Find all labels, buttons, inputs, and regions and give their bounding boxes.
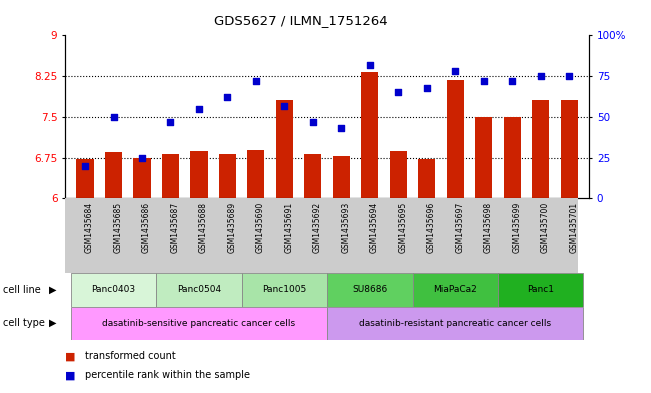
- Text: cell type: cell type: [3, 318, 45, 328]
- Point: [564, 73, 574, 79]
- Point: [478, 78, 489, 84]
- Text: GSM1435697: GSM1435697: [455, 202, 464, 253]
- Text: cell line: cell line: [3, 285, 41, 295]
- Bar: [498, 273, 583, 307]
- Text: GSM1435701: GSM1435701: [569, 202, 578, 253]
- Point: [536, 73, 546, 79]
- Text: GSM1435684: GSM1435684: [85, 202, 94, 253]
- Text: ▶: ▶: [49, 285, 57, 295]
- Point: [365, 62, 375, 68]
- Text: dasatinib-sensitive pancreatic cancer cells: dasatinib-sensitive pancreatic cancer ce…: [102, 319, 296, 328]
- Text: GSM1435689: GSM1435689: [227, 202, 236, 253]
- Text: GSM1435693: GSM1435693: [341, 202, 350, 253]
- Text: Panc0403: Panc0403: [91, 285, 135, 294]
- Bar: [447, 80, 464, 198]
- Bar: [191, 151, 208, 198]
- Point: [507, 78, 518, 84]
- Bar: [71, 273, 156, 307]
- Text: GSM1435691: GSM1435691: [284, 202, 294, 253]
- Text: GSM1435699: GSM1435699: [512, 202, 521, 253]
- Bar: [77, 159, 94, 198]
- Point: [80, 163, 90, 169]
- Text: MiaPaCa2: MiaPaCa2: [434, 285, 477, 294]
- Bar: [418, 159, 436, 198]
- Bar: [219, 154, 236, 198]
- Text: dasatinib-resistant pancreatic cancer cells: dasatinib-resistant pancreatic cancer ce…: [359, 319, 551, 328]
- Text: GSM1435687: GSM1435687: [171, 202, 180, 253]
- Bar: [361, 72, 378, 198]
- Text: Panc1005: Panc1005: [262, 285, 307, 294]
- Point: [422, 84, 432, 91]
- Point: [251, 78, 261, 84]
- Point: [165, 119, 176, 125]
- Bar: [71, 307, 327, 340]
- Bar: [504, 117, 521, 198]
- Bar: [162, 154, 179, 198]
- Point: [137, 154, 147, 161]
- Text: percentile rank within the sample: percentile rank within the sample: [85, 370, 249, 380]
- Text: GSM1435700: GSM1435700: [541, 202, 549, 253]
- Text: GSM1435686: GSM1435686: [142, 202, 151, 253]
- Text: transformed count: transformed count: [85, 351, 175, 362]
- Bar: [390, 151, 407, 198]
- Bar: [242, 273, 327, 307]
- Bar: [304, 154, 322, 198]
- Point: [450, 68, 460, 74]
- Text: ■: ■: [65, 370, 76, 380]
- Text: GSM1435688: GSM1435688: [199, 202, 208, 253]
- Text: Panc0504: Panc0504: [177, 285, 221, 294]
- Point: [308, 119, 318, 125]
- Bar: [105, 152, 122, 198]
- Point: [393, 89, 404, 95]
- Bar: [247, 149, 264, 198]
- Text: GSM1435696: GSM1435696: [427, 202, 436, 253]
- Bar: [333, 156, 350, 198]
- Text: GSM1435698: GSM1435698: [484, 202, 493, 253]
- Text: GSM1435685: GSM1435685: [113, 202, 122, 253]
- Bar: [475, 117, 492, 198]
- Bar: [133, 158, 150, 198]
- Point: [336, 125, 346, 132]
- Text: ■: ■: [65, 351, 76, 362]
- Text: Panc1: Panc1: [527, 285, 554, 294]
- Text: GSM1435690: GSM1435690: [256, 202, 265, 253]
- Bar: [561, 99, 577, 198]
- Text: ▶: ▶: [49, 318, 57, 328]
- Bar: [327, 307, 583, 340]
- Point: [222, 94, 232, 101]
- Bar: [276, 99, 293, 198]
- Text: GSM1435692: GSM1435692: [313, 202, 322, 253]
- Text: GSM1435695: GSM1435695: [398, 202, 408, 253]
- Bar: [533, 99, 549, 198]
- Bar: [327, 273, 413, 307]
- Text: SU8686: SU8686: [352, 285, 387, 294]
- Point: [279, 102, 290, 108]
- Text: GDS5627 / ILMN_1751264: GDS5627 / ILMN_1751264: [214, 15, 388, 28]
- Point: [108, 114, 118, 120]
- Text: GSM1435694: GSM1435694: [370, 202, 379, 253]
- Bar: [156, 273, 242, 307]
- Bar: [413, 273, 498, 307]
- Point: [194, 106, 204, 112]
